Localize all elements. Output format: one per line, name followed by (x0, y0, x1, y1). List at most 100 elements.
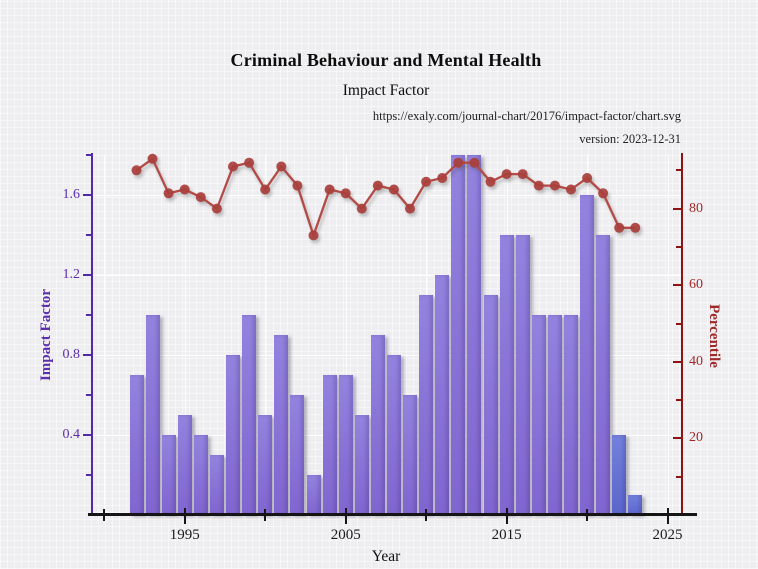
line-point-1993 (147, 153, 158, 164)
line-point-2010 (421, 176, 432, 187)
x-axis-tick (505, 508, 508, 524)
right-axis-line (681, 153, 683, 516)
line-point-1994 (163, 188, 174, 199)
left-axis-tick-label: 1.6 (62, 187, 81, 202)
bar-2003 (306, 475, 321, 515)
right-axis-tick (673, 437, 681, 440)
v-gridline (345, 155, 347, 515)
x-axis-minor-tick (425, 509, 428, 521)
left-axis-tick (83, 434, 91, 436)
v-gridline (265, 155, 267, 515)
left-axis-tick (83, 194, 91, 196)
v-gridline (184, 155, 186, 515)
bar-2022 (612, 435, 627, 515)
bar-2002 (290, 395, 305, 515)
right-axis-tick (673, 284, 681, 287)
left-axis-tick-label: 0.8 (62, 347, 81, 362)
bar-2015 (499, 235, 514, 515)
x-axis-tick-label: 2005 (330, 527, 361, 543)
bar-2005 (338, 375, 353, 515)
bar-2017 (531, 315, 546, 515)
right-axis-tick-label: 40 (689, 353, 703, 369)
bar-2004 (322, 375, 337, 515)
bar-2013 (467, 155, 482, 515)
right-axis-minor-tick (676, 169, 681, 172)
line-point-2016 (517, 169, 528, 180)
plot-area (93, 153, 682, 515)
line-point-2005 (340, 188, 351, 199)
right-axis-minor-tick (676, 399, 681, 402)
bar-2012 (451, 155, 466, 515)
line-point-1992 (131, 165, 142, 176)
bar-2011 (435, 275, 450, 515)
bar-2019 (564, 315, 578, 515)
line-point-2017 (533, 180, 544, 191)
bar-2000 (258, 415, 273, 515)
right-axis-tick (673, 360, 681, 363)
line-point-2023 (630, 222, 641, 233)
bar-2007 (370, 335, 385, 515)
x-axis-tick (344, 508, 347, 524)
bar-2008 (386, 355, 401, 515)
line-point-1998 (228, 161, 238, 172)
bar-2009 (403, 395, 417, 515)
left-axis-tick (83, 274, 91, 276)
bar-1995 (177, 415, 192, 515)
right-axis-minor-tick (676, 245, 681, 248)
line-point-2012 (453, 157, 464, 168)
line-point-2001 (276, 161, 287, 172)
line-point-2013 (469, 157, 480, 168)
line-layer (131, 153, 641, 241)
left-axis-minor-tick (86, 234, 91, 236)
bar-2020 (580, 195, 595, 515)
right-axis-minor-tick (676, 475, 681, 478)
left-axis-tick-label: 1.2 (62, 267, 81, 282)
line-point-2000 (260, 184, 271, 195)
right-axis-minor-tick (676, 322, 681, 325)
line-point-1995 (179, 184, 190, 195)
x-axis-line (88, 513, 697, 516)
x-axis-tick-label: 2025 (652, 527, 683, 543)
bar-1994 (161, 435, 176, 515)
x-axis-minor-tick (586, 509, 589, 521)
right-axis-tick-label: 80 (689, 200, 703, 216)
left-axis-title: Impact Factor (38, 288, 54, 382)
x-axis-minor-tick (264, 509, 267, 521)
bar-1992 (129, 375, 144, 515)
left-axis-line (91, 153, 93, 516)
source-url: https://exaly.com/journal-chart/20176/im… (372, 109, 681, 123)
bar-1996 (193, 435, 208, 515)
x-axis-tick (183, 508, 186, 524)
version-text: version: 2023-12-31 (579, 132, 681, 146)
right-axis-title: Percentile (706, 304, 722, 368)
line-point-2020 (582, 173, 593, 183)
line-point-1996 (195, 192, 206, 203)
right-axis-tick (673, 207, 681, 210)
h-gridline (93, 195, 682, 196)
chart-title: Criminal Behaviour and Mental Health (230, 50, 542, 70)
bar-1998 (226, 355, 240, 515)
line-point-2003 (308, 230, 319, 241)
left-axis-minor-tick (86, 154, 91, 156)
bar-2001 (274, 335, 289, 515)
left-axis-tick (83, 354, 91, 356)
bar-1999 (242, 315, 257, 515)
x-axis-minor-tick (103, 509, 106, 521)
line-point-2002 (292, 180, 303, 191)
x-axis-title: Year (371, 548, 401, 565)
percentile-line (135, 157, 636, 240)
bar-2014 (483, 295, 498, 515)
line-point-2009 (405, 203, 415, 214)
left-axis-tick-label: 0.4 (62, 427, 81, 442)
bar-2023 (628, 495, 643, 515)
line-point-2019 (566, 184, 576, 195)
x-axis-tick-label: 2015 (491, 527, 522, 543)
line-point-1999 (244, 157, 255, 168)
chart-subtitle: Impact Factor (342, 82, 430, 99)
bar-1993 (145, 315, 160, 515)
left-axis-minor-tick (86, 314, 91, 316)
bar-2018 (547, 315, 562, 515)
line-point-2022 (614, 222, 625, 233)
line-point-2018 (549, 180, 560, 191)
